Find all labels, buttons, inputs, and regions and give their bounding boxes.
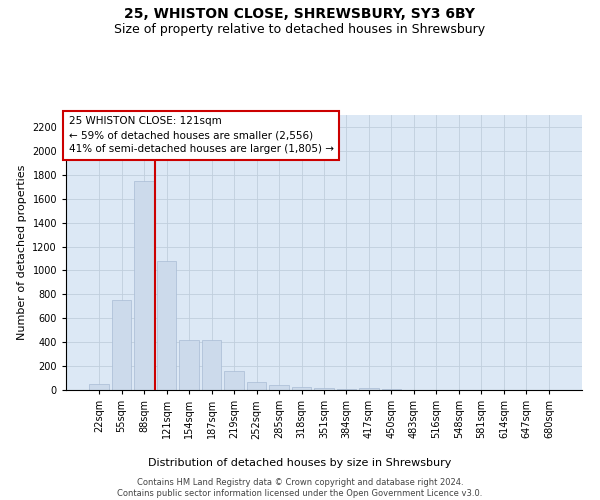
Text: 25, WHISTON CLOSE, SHREWSBURY, SY3 6BY: 25, WHISTON CLOSE, SHREWSBURY, SY3 6BY [125,8,476,22]
Bar [134,181,154,390]
Bar [337,389,356,390]
Bar [157,262,176,390]
Bar [179,340,199,390]
Bar [224,372,244,390]
Bar [314,388,334,390]
Bar [359,388,379,390]
Bar [89,384,109,390]
Bar [247,382,266,390]
Text: Size of property relative to detached houses in Shrewsbury: Size of property relative to detached ho… [115,22,485,36]
Bar [202,340,221,390]
Bar [292,387,311,390]
Bar [269,385,289,390]
Text: Contains HM Land Registry data © Crown copyright and database right 2024.
Contai: Contains HM Land Registry data © Crown c… [118,478,482,498]
Y-axis label: Number of detached properties: Number of detached properties [17,165,26,340]
Bar [112,300,131,390]
Text: 25 WHISTON CLOSE: 121sqm
← 59% of detached houses are smaller (2,556)
41% of sem: 25 WHISTON CLOSE: 121sqm ← 59% of detach… [68,116,334,154]
Text: Distribution of detached houses by size in Shrewsbury: Distribution of detached houses by size … [148,458,452,468]
